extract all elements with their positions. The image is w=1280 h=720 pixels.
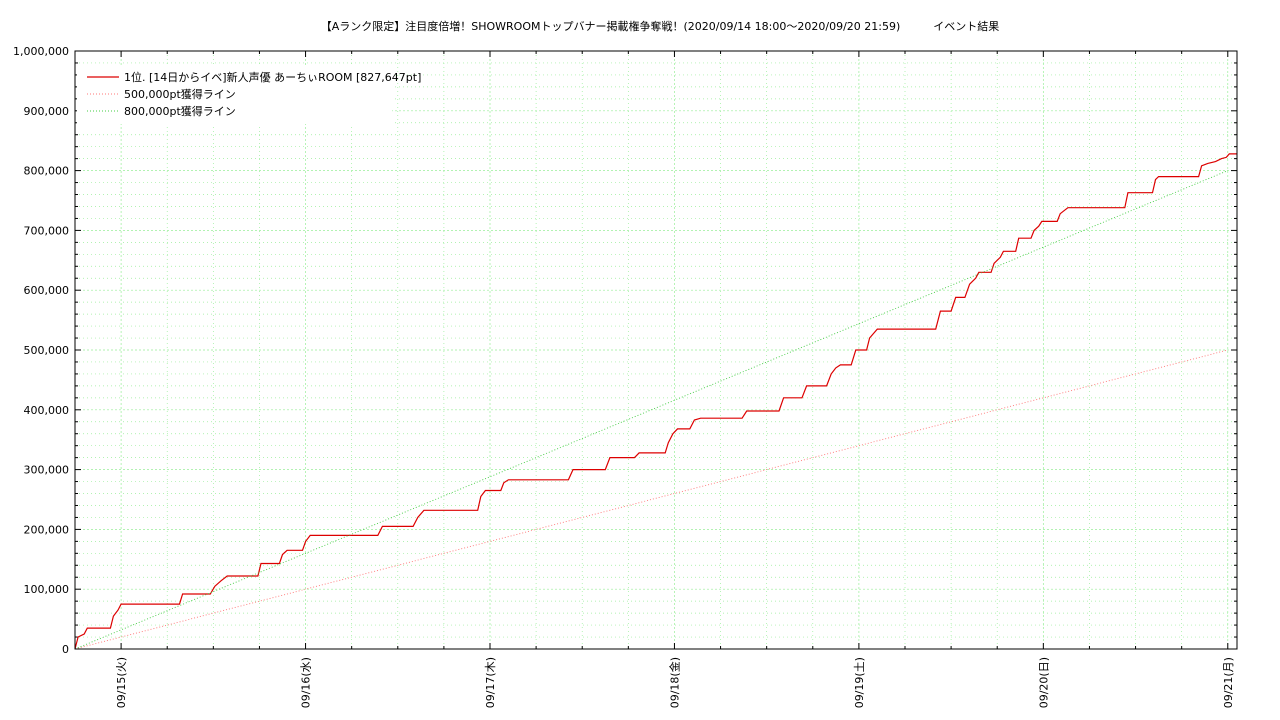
y-tick-label: 900,000 bbox=[24, 105, 70, 118]
y-tick-label: 700,000 bbox=[24, 224, 70, 237]
axis-ticks: 0 100,000 200,000 300,000 400,000 500,000 600,… bbox=[13, 45, 1237, 708]
y-tick-label: 800,000 bbox=[24, 165, 70, 178]
grid-lines bbox=[74, 50, 1237, 650]
legend-label: 1位. [14日からイベ]新人声優 あーちぃROOM [827,647pt] bbox=[124, 70, 421, 84]
y-tick-label: 100,000 bbox=[24, 583, 70, 596]
x-tick-label: 09/19(土) bbox=[853, 657, 866, 708]
y-tick-label: 600,000 bbox=[24, 284, 70, 297]
x-tick-label: 09/18(金) bbox=[667, 657, 681, 708]
legend: 1位. [14日からイベ]新人声優 あーちぃROOM [827,647pt] 50… bbox=[77, 66, 421, 124]
legend-background bbox=[77, 66, 392, 124]
chart-title: 【Aランク限定】注目度倍増！SHOWROOMトップバナー掲載権争奪戦！(2020… bbox=[321, 19, 1000, 33]
x-tick-label: 09/15(火) bbox=[115, 657, 128, 708]
x-tick-label: 09/20(日) bbox=[1037, 657, 1050, 708]
x-tick-label: 09/21(月) bbox=[1222, 657, 1235, 708]
y-tick-label: 400,000 bbox=[24, 404, 70, 417]
y-tick-label: 0 bbox=[62, 643, 69, 656]
y-tick-label: 500,000 bbox=[24, 344, 70, 357]
legend-label: 500,000pt獲得ライン bbox=[124, 88, 236, 101]
y-tick-label: 1,000,000 bbox=[13, 45, 69, 58]
series-line-500k bbox=[74, 349, 1228, 650]
plot-frame bbox=[74, 50, 1238, 650]
legend-label: 800,000pt獲得ライン bbox=[124, 105, 236, 118]
x-tick-label: 09/17(木) bbox=[484, 657, 497, 708]
y-tick-label: 200,000 bbox=[24, 523, 70, 536]
series-lines bbox=[74, 153, 1237, 650]
y-tick-label: 300,000 bbox=[24, 464, 70, 477]
series-line-800k bbox=[74, 170, 1228, 650]
x-tick-label: 09/16(水) bbox=[300, 657, 313, 708]
series-line-main bbox=[74, 153, 1237, 650]
